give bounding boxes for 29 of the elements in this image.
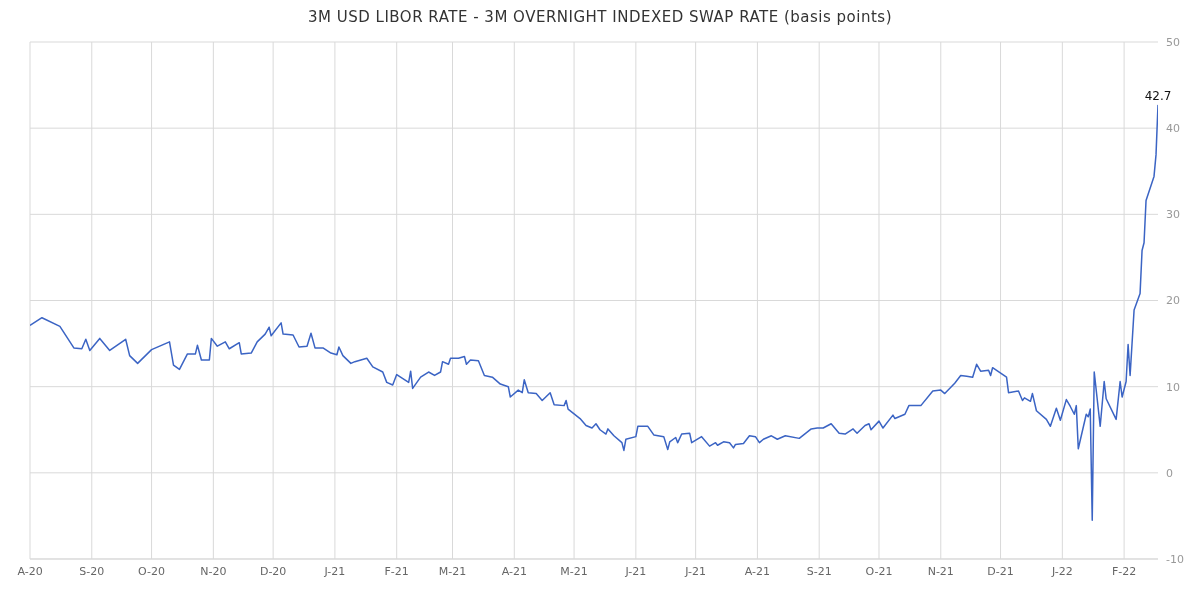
y-tick-label: -10 [1166, 552, 1184, 566]
line-series [30, 104, 1158, 521]
x-tick-label: N-20 [200, 564, 227, 578]
x-tick-label: M-21 [560, 564, 588, 578]
chart-title: 3M USD LIBOR RATE - 3M OVERNIGHT INDEXED SWAP RATE (basis points) [306, 8, 893, 26]
annotation: 42.7 [1144, 88, 1172, 103]
x-tick-label: D-20 [259, 564, 287, 578]
x-tick-label: A-21 [744, 564, 771, 578]
y-tick-label: 10 [1166, 380, 1180, 394]
x-tick-label: J-22 [1050, 564, 1073, 578]
x-tick-label: D-21 [987, 564, 1014, 578]
x-tick-label: N-21 [927, 564, 954, 578]
x-tick-label: J-21 [624, 564, 647, 578]
x-tick-label: O-20 [138, 564, 166, 578]
x-tick-label: F-22 [1111, 564, 1137, 578]
y-tick-label: 50 [1166, 35, 1180, 49]
x-tick-label: M-21 [438, 564, 467, 578]
x-tick-label: F-21 [384, 564, 409, 578]
x-tick-label: A-21 [501, 564, 527, 578]
x-tick-label: A-20 [17, 564, 43, 578]
x-tick-label: S-21 [806, 564, 832, 578]
y-tick-label: 20 [1166, 294, 1180, 308]
y-tick-label: 0 [1166, 466, 1173, 480]
x-tick-label: J-21 [323, 564, 346, 578]
x-tick-label: S-20 [79, 564, 105, 578]
x-tick-label: J-21 [684, 564, 707, 578]
x-tick-label: O-21 [865, 564, 893, 578]
y-tick-label: 40 [1166, 122, 1180, 136]
y-tick-label: 30 [1166, 208, 1180, 222]
